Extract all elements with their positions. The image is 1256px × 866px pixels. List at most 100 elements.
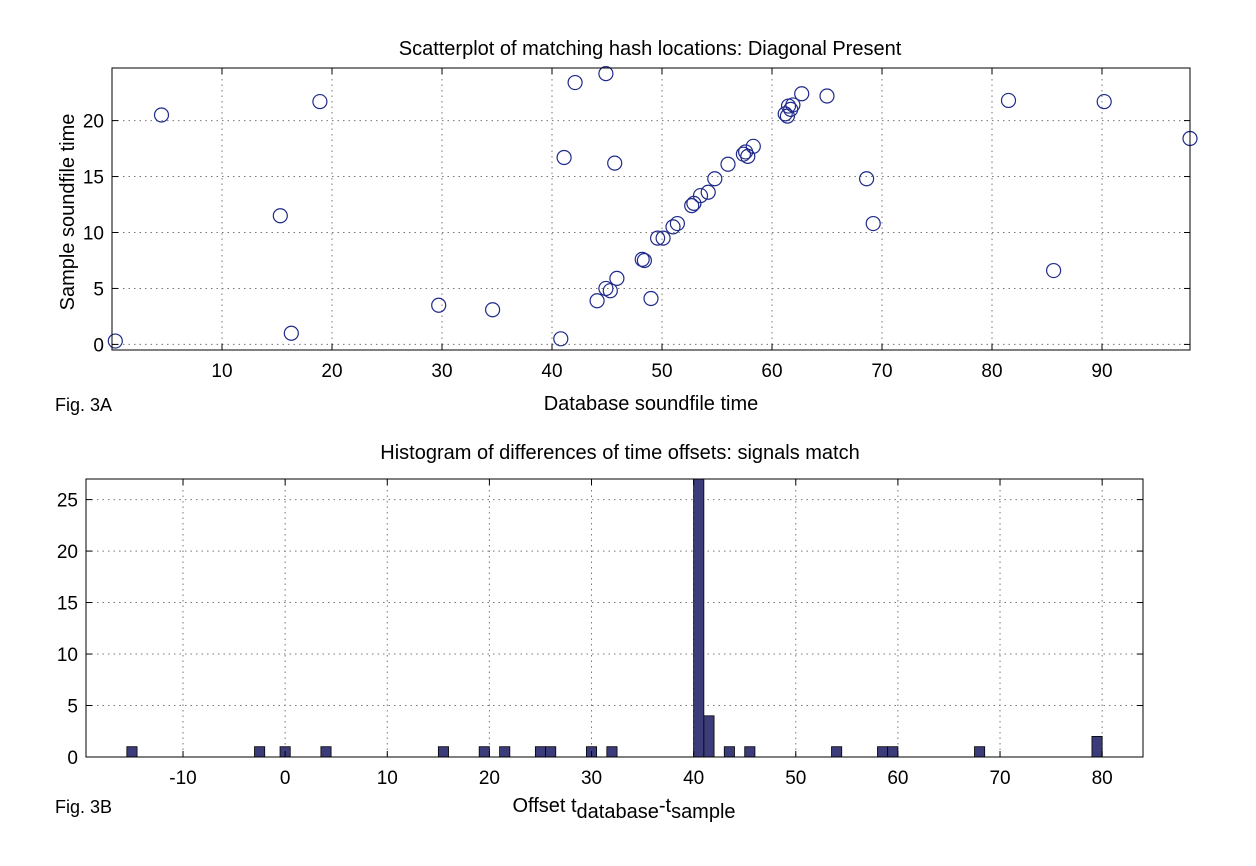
histogram-bar	[254, 746, 266, 758]
scatter-point	[669, 215, 686, 232]
scatter-point	[740, 148, 756, 165]
scatter-point	[745, 138, 761, 154]
fig-3a-label: Fig. 3A	[55, 395, 112, 415]
scatter-point	[634, 251, 650, 267]
scatter-point	[636, 252, 653, 269]
x-label-sub-database: database	[577, 801, 659, 823]
scatter-y-tick-label: 15	[83, 168, 104, 189]
scatter-point	[1096, 93, 1112, 110]
histogram-bar	[703, 715, 715, 758]
scatter-point	[643, 290, 659, 307]
scatter-point	[556, 149, 572, 166]
histogram-y-tick-label: 25	[57, 491, 78, 512]
fig-3b-label: Fig. 3B	[55, 797, 112, 817]
histogram-y-tick-label: 10	[57, 645, 78, 666]
scatter-x-tick-label: 70	[871, 361, 892, 382]
scatter-point	[609, 270, 625, 286]
histogram-bar	[534, 746, 546, 758]
scatter-points	[107, 65, 1198, 349]
histogram-x-tick-label: 80	[1092, 768, 1113, 789]
histogram-bar	[126, 746, 138, 758]
scatter-x-axis-label: Database soundfile time	[544, 393, 759, 415]
histogram-y-tick-label: 20	[57, 542, 78, 563]
histogram-x-tick-label: -10	[169, 768, 196, 789]
histogram-bar	[499, 746, 511, 758]
x-label-base: Offset t	[512, 795, 577, 817]
scatter-y-axis-label: Sample soundfile time	[57, 114, 79, 311]
x-label-sub-sample: sample	[671, 801, 735, 823]
scatter-x-tick-label: 10	[211, 361, 232, 382]
scatter-y-tick-label: 0	[93, 335, 104, 356]
scatter-point	[1045, 262, 1062, 279]
histogram-bar	[744, 746, 756, 758]
histogram-x-tick-label: 0	[280, 768, 291, 789]
scatter-point	[567, 74, 583, 91]
scatter-x-ticks: 10 20 30 40 50 60 70 80 90	[211, 68, 1113, 382]
x-label-dash: -t	[659, 795, 672, 817]
histogram-bar	[606, 746, 618, 758]
scatter-point	[700, 184, 716, 200]
histogram-axes-box	[85, 478, 1144, 758]
scatter-point	[607, 155, 623, 171]
histogram-chart: Histogram of differences of time offsets…	[55, 442, 1144, 823]
scatter-point	[665, 219, 681, 235]
scatter-point	[720, 156, 736, 172]
scatter-point	[431, 297, 447, 313]
scatter-point	[553, 331, 569, 347]
histogram-bar	[974, 746, 986, 758]
scatter-point	[272, 208, 288, 224]
histogram-y-tick-label: 15	[57, 594, 78, 615]
scatter-y-tick-label: 5	[93, 279, 104, 300]
scatter-x-tick-label: 60	[761, 361, 782, 382]
histogram-x-ticks: -10 0 10 20 30 40 50 60 70 80	[169, 479, 1113, 789]
scatter-chart: Scatterplot of matching hash locations: …	[55, 38, 1198, 415]
scatter-point	[794, 86, 810, 102]
histogram-bar	[320, 746, 332, 758]
histogram-bar	[887, 746, 899, 758]
scatter-title: Scatterplot of matching hash locations: …	[399, 38, 902, 60]
scatter-grid	[112, 68, 1190, 350]
histogram-y-tick-label: 5	[67, 697, 78, 718]
histogram-x-tick-label: 60	[887, 768, 908, 789]
histogram-bar	[693, 478, 705, 758]
scatter-point	[485, 302, 501, 318]
histogram-bar	[437, 746, 449, 758]
scatter-point	[785, 97, 801, 113]
histogram-plot-area	[86, 479, 1143, 757]
scatter-point	[649, 230, 666, 246]
scatter-point	[312, 93, 328, 110]
scatter-point	[153, 107, 170, 123]
histogram-x-tick-label: 50	[785, 768, 806, 789]
scatter-point	[858, 171, 875, 187]
scatter-point	[684, 198, 700, 214]
histogram-x-tick-label: 40	[683, 768, 704, 789]
histogram-bar	[723, 746, 735, 758]
scatter-point	[692, 187, 709, 204]
scatter-point	[283, 325, 299, 341]
histogram-bar	[877, 746, 889, 758]
histogram-bar	[545, 746, 557, 758]
histogram-title: Histogram of differences of time offsets…	[380, 442, 859, 464]
histogram-x-tick-label: 70	[989, 768, 1010, 789]
scatter-point	[865, 215, 881, 232]
scatter-x-tick-label: 90	[1091, 361, 1112, 382]
histogram-bar	[478, 746, 490, 758]
scatter-y-tick-label: 10	[83, 224, 104, 245]
histogram-x-tick-label: 10	[377, 768, 398, 789]
histogram-x-axis-label: Offset tdatabase-tsample	[512, 795, 735, 823]
scatter-point	[598, 65, 614, 82]
scatter-y-tick-label: 20	[83, 112, 104, 133]
scatter-point	[655, 230, 671, 246]
histogram-y-tick-label: 0	[67, 748, 78, 769]
scatter-point	[589, 293, 605, 309]
scatter-x-tick-label: 30	[431, 361, 452, 382]
histogram-bar	[831, 746, 843, 758]
scatter-x-tick-label: 40	[541, 361, 562, 382]
scatter-point	[107, 333, 123, 349]
scatter-point	[707, 171, 723, 187]
scatter-x-tick-label: 80	[981, 361, 1002, 382]
scatter-plot-area	[112, 68, 1190, 350]
scatter-point	[602, 283, 618, 299]
scatter-x-tick-label: 50	[651, 361, 672, 382]
histogram-x-tick-label: 20	[479, 768, 500, 789]
